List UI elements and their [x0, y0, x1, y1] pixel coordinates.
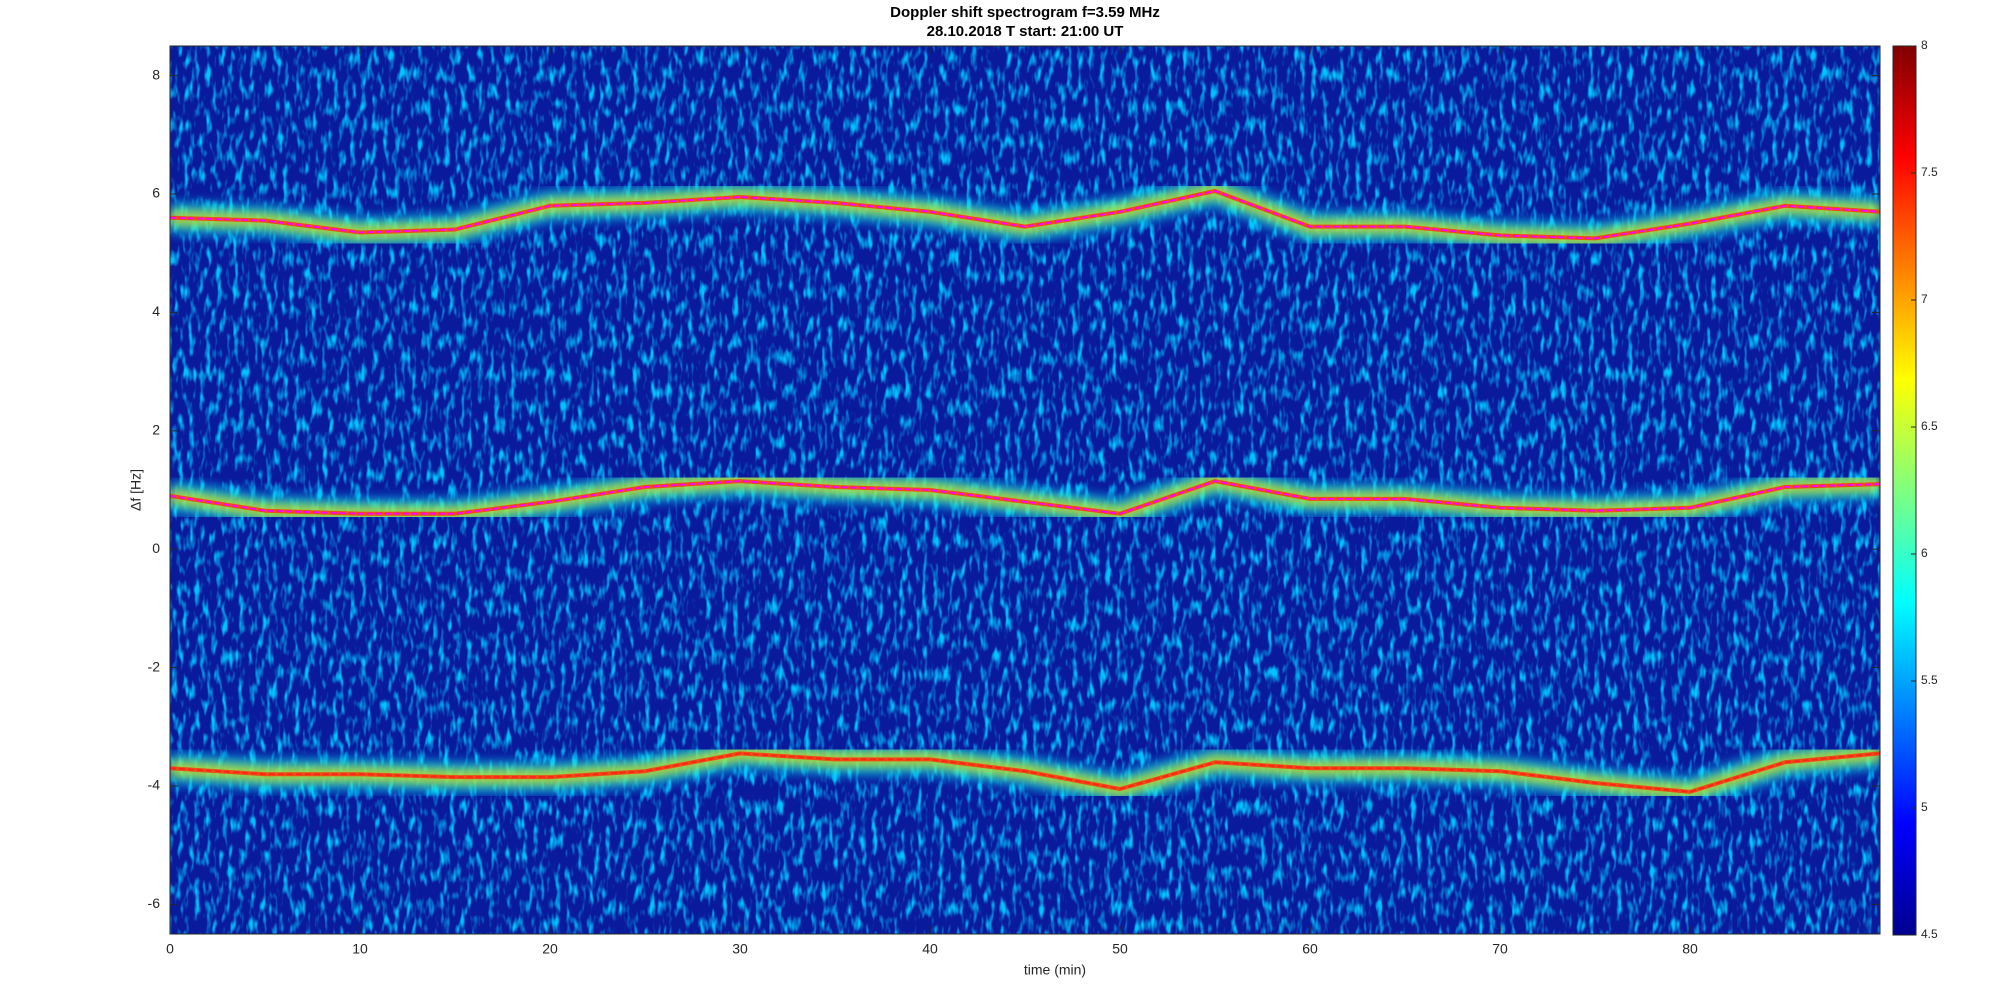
y-tick-label: 0 [152, 540, 160, 556]
x-axis-label: time (min) [1024, 962, 1086, 978]
x-tick-label: 20 [542, 941, 558, 957]
x-tick-label: 80 [1682, 941, 1698, 957]
colorbar-tick-label: 6.5 [1921, 419, 1938, 433]
y-axis-label: Δf [Hz] [128, 469, 144, 511]
trace-line [170, 480, 1880, 515]
colorbar-tick-label: 4.5 [1921, 927, 1938, 941]
x-tick-label: 10 [352, 941, 368, 957]
colorbar-tick-label: 5.5 [1921, 673, 1938, 687]
y-tick-label: 4 [152, 303, 160, 319]
y-tick-label: -2 [148, 658, 161, 674]
trace-line [170, 752, 1880, 793]
x-tick-label: 50 [1112, 941, 1128, 957]
trace-line [170, 190, 1880, 240]
colorbar-tick-label: 7.5 [1921, 165, 1938, 179]
colorbar-tick-label: 5 [1921, 800, 1928, 814]
colorbar [1892, 45, 1917, 936]
x-tick-label: 0 [166, 941, 174, 957]
bands [170, 174, 1880, 809]
y-tick-label: 6 [152, 185, 160, 201]
chart-subtitle: 28.10.2018 T start: 21:00 UT [927, 23, 1124, 40]
colorbar-tick-label: 7 [1921, 292, 1928, 306]
x-tick-label: 70 [1492, 941, 1508, 957]
plot-frame [169, 45, 1881, 935]
y-tick-label: 8 [152, 66, 160, 82]
chart-title: Doppler shift spectrogram f=3.59 MHz [890, 4, 1160, 21]
y-tick-label: -6 [148, 895, 161, 911]
colorbar-tick-label: 8 [1921, 38, 1928, 52]
x-tick-label: 60 [1302, 941, 1318, 957]
x-tick-label: 30 [732, 941, 748, 957]
y-tick-label: -4 [148, 777, 161, 793]
colorbar-tick-label: 6 [1921, 546, 1928, 560]
x-tick-label: 40 [922, 941, 938, 957]
y-tick-label: 2 [152, 422, 160, 438]
